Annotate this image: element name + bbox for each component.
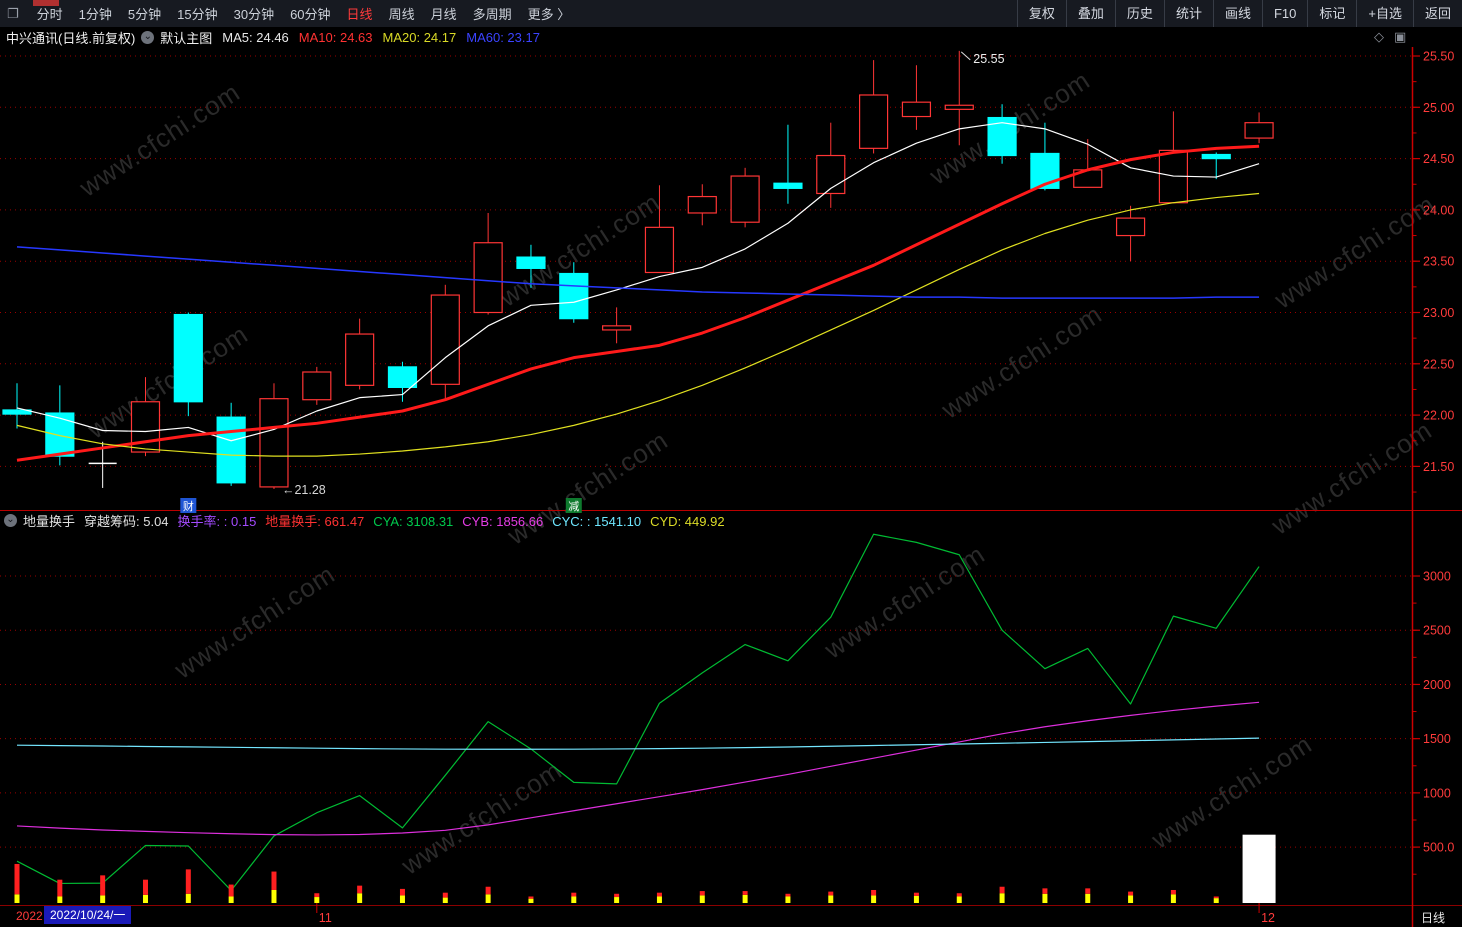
period-corner-label: 日线 [1421, 911, 1446, 925]
menu-period-item[interactable]: 更多 〉 [527, 6, 571, 22]
diamond-icon[interactable]: ◇ [1374, 29, 1384, 44]
svg-text:1500: 1500 [1423, 732, 1451, 746]
svg-text:21.50: 21.50 [1423, 460, 1454, 474]
svg-text:2500: 2500 [1423, 624, 1451, 638]
titlebar-red-fragment [33, 0, 59, 6]
period-tabs: 分时 1分钟 5分钟 15分钟 30分钟 60分钟 日线 周线 月线 多周期 更多 〉 [29, 4, 579, 24]
series-cya [16, 533, 1260, 892]
series-cyc [16, 737, 1260, 750]
candles-layer [2, 50, 1274, 489]
menu-period-item[interactable]: 日线 [346, 6, 373, 22]
main-chart-preset-label[interactable]: 默认主图 [160, 30, 213, 46]
indicator-header: ⌄ 地量换手 穿越筹码: 5.04 换手率: : 0.15 地量换手: 661.47 C… [4, 511, 734, 529]
stock-title: 中兴通讯(日线.前复权) [6, 30, 136, 46]
event-badge [180, 498, 197, 513]
overlay-ma5 [16, 122, 1260, 442]
menu-period-item[interactable]: 周线 [388, 6, 415, 22]
volume-bars [14, 834, 1276, 903]
svg-text:24.00: 24.00 [1423, 203, 1454, 217]
svg-text:1000: 1000 [1423, 786, 1451, 800]
axis-year-label: 2022 [16, 909, 43, 923]
ma-value-label: MA20: 24.17 [382, 29, 457, 45]
svg-text:23.00: 23.00 [1423, 306, 1454, 320]
toolbar-button-tongji[interactable]: 统计 [1163, 0, 1213, 27]
ma-value-label: MA5: 24.46 [222, 29, 289, 45]
panel-layout-icon[interactable]: ▣ [1394, 29, 1407, 44]
overlay-ma60 [16, 246, 1260, 299]
menu-period-item[interactable]: 5分钟 [127, 6, 162, 22]
indicator-chevron-circle-icon[interactable]: ⌄ [4, 513, 17, 527]
series-cyb [16, 701, 1260, 836]
toolbar-right: 复权 叠加 历史 统计 画线 F10 标记 +自选 返回 [1016, 0, 1462, 27]
overlay-ma10 [16, 144, 1260, 462]
low-annotation: ←21.28 [282, 483, 326, 497]
menu-period-item[interactable]: 60分钟 [290, 6, 331, 22]
ma-values: MA5: 24.46 MA10: 24.63 MA20: 24.17 MA60: 23… [222, 30, 550, 45]
toolbar-button-biaoji[interactable]: 标记 [1307, 0, 1356, 27]
menu-period-item[interactable]: 15分钟 [177, 6, 218, 22]
indicator-value-label: 地量换手 [23, 513, 76, 529]
indicator-value-label: CYA: 3108.31 [373, 513, 454, 529]
indicator-value-label: CYC: : 1541.10 [552, 513, 642, 529]
svg-text:减: 减 [568, 500, 579, 513]
indicator-value-label: CYB: 1856.66 [462, 513, 544, 529]
svg-text:24.50: 24.50 [1423, 152, 1454, 166]
menu-period-item[interactable]: 月线 [430, 6, 457, 22]
menu-period-item[interactable]: 30分钟 [233, 6, 275, 22]
menu-period-item[interactable]: 1分钟 [78, 6, 112, 22]
window-icon[interactable]: ❐ [7, 5, 19, 21]
indicator-values: 地量换手 穿越筹码: 5.04 换手率: : 0.15 地量换手: 661.47 CYA… [23, 511, 734, 530]
svg-text:22.50: 22.50 [1423, 357, 1454, 371]
toolbar-button-fanhui[interactable]: 返回 [1412, 0, 1462, 27]
sub-grid: 3000 2500 2000 1500 1000 500.0 [0, 570, 1454, 875]
menu-period-item[interactable]: 分时 [36, 6, 63, 22]
svg-text:25.00: 25.00 [1423, 101, 1454, 115]
event-badge [565, 498, 582, 513]
overlay-ma20 [16, 192, 1260, 457]
ma-value-label: MA60: 23.17 [466, 29, 540, 45]
toolbar-button-fuquan[interactable]: 复权 [1016, 0, 1066, 27]
chevron-down-circle-icon[interactable]: ⌄ [141, 30, 155, 44]
svg-text:财: 财 [183, 499, 194, 513]
toolbar-button-diejia[interactable]: 叠加 [1065, 0, 1115, 27]
svg-text:500.0: 500.0 [1423, 841, 1454, 855]
svg-text:22.00: 22.00 [1423, 409, 1454, 423]
toolbar-button-add-zixuan[interactable]: +自选 [1356, 0, 1413, 27]
svg-text:25.50: 25.50 [1423, 50, 1454, 64]
indicator-value-label: CYD: 449.92 [650, 513, 725, 529]
toolbar-button-huaxian[interactable]: 画线 [1212, 0, 1262, 27]
highlighted-date: 2022/10/24/一 [44, 906, 132, 924]
indicator-value-label: 地量换手: 661.47 [265, 513, 365, 529]
current-bar-highlight [1242, 834, 1276, 903]
ma-value-label: MA10: 24.63 [298, 29, 373, 45]
month-tick-label: 11 [319, 911, 332, 925]
menubar: ❐ 分时 1分钟 5分钟 15分钟 30分钟 60分钟 日线 周线 月线 多周期 更多 〉 复权 叠加… [0, 0, 1462, 27]
indicator-value-label: 换手率: : 0.15 [177, 513, 257, 529]
svg-text:23.50: 23.50 [1423, 255, 1454, 269]
stock-info-bar: 中兴通讯(日线.前复权) ⌄ 默认主图 MA5: 24.46 MA10: 24.6… [0, 27, 1462, 47]
menu-period-item[interactable]: 多周期 [472, 6, 512, 22]
svg-text:3000: 3000 [1423, 570, 1451, 584]
month-tick-label: 12 [1261, 911, 1275, 925]
svg-text:2000: 2000 [1423, 678, 1451, 692]
high-annotation: 25.55 [973, 52, 1004, 66]
toolbar-button-f10[interactable]: F10 [1261, 0, 1307, 27]
toolbar-button-lishi[interactable]: 历史 [1114, 0, 1164, 27]
date-axis: 2022 2022/10/24/一 日线 [0, 905, 1462, 927]
indicator-value-label: 穿越筹码: 5.04 [84, 513, 169, 529]
